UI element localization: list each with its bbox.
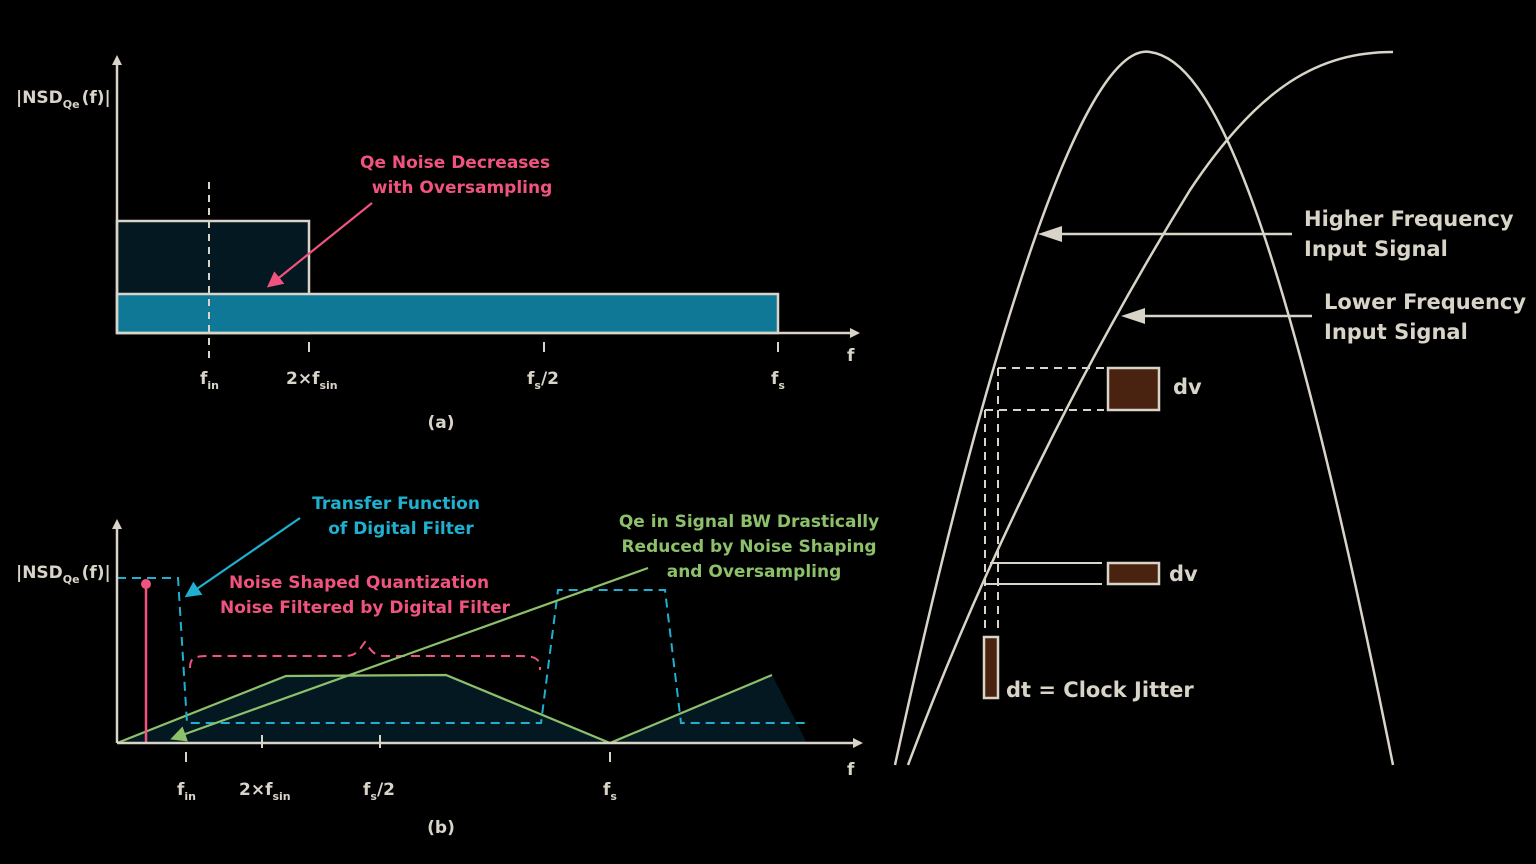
dv-label-bottom: dv bbox=[1169, 562, 1198, 586]
dv-label-top: dv bbox=[1173, 375, 1202, 399]
dv-box-low-frequency bbox=[1106, 561, 1161, 586]
lower-frequency-label: Lower Frequency Input Signal bbox=[1324, 290, 1533, 344]
tick-label-fs: fs bbox=[603, 780, 617, 803]
annotation-arrow-green bbox=[170, 566, 649, 742]
shaped-noise-region bbox=[117, 675, 807, 743]
panel-b: |NSDQe (f)| f fin 2×fsin fs/2 fs Transfer… bbox=[16, 494, 885, 838]
input-signal-tone-tip bbox=[141, 579, 151, 589]
higher-frequency-signal-curve bbox=[893, 50, 1395, 766]
x-axis-label-a: f bbox=[847, 346, 855, 366]
tick-label-fs-half: fs/2 bbox=[363, 780, 395, 803]
annotation-arrow-cyan bbox=[184, 517, 301, 598]
panel-a: |NSDQe (f)| f fin 2×fsin fs/2 fs Qe Noise… bbox=[16, 55, 860, 433]
tick-label-2fsin: 2×fsin bbox=[239, 780, 291, 803]
tick-label-fs-half: fs/2 bbox=[527, 369, 559, 392]
tick-label-fs: fs bbox=[771, 369, 785, 392]
jitter-diagram: dv dv dt = Clock Jitter Higher Frequency… bbox=[893, 50, 1533, 766]
dt-box-clock-jitter bbox=[982, 635, 1000, 700]
tick-label-fin: fin bbox=[200, 369, 219, 392]
annotation-qe-noise: Qe Noise Decreases with Oversampling bbox=[360, 153, 556, 198]
tick-label-2fsin: 2×fsin bbox=[286, 369, 338, 392]
annotation-arrow-a bbox=[266, 202, 373, 288]
lower-frequency-signal-curve bbox=[906, 50, 1394, 766]
oversampled-noise-rect-blue bbox=[115, 292, 780, 335]
y-axis-label-a: |NSDQe (f)| bbox=[16, 88, 111, 111]
dt-clock-jitter-label: dt = Clock Jitter bbox=[1006, 678, 1194, 702]
annotation-noise-shaped: Noise Shaped Quantization Noise Filtered… bbox=[220, 573, 511, 618]
y-axis-label-b: |NSDQe (f)| bbox=[16, 563, 111, 586]
noise-shaping-curve bbox=[116, 673, 773, 745]
higher-frequency-label: Higher Frequency Input Signal bbox=[1304, 207, 1521, 261]
dv-box-high-frequency bbox=[1106, 366, 1161, 412]
annotation-transfer-function: Transfer Function of Digital Filter bbox=[312, 494, 486, 539]
x-axis-label-b: f bbox=[847, 760, 855, 780]
caption-a: (a) bbox=[427, 413, 454, 433]
caption-b: (b) bbox=[427, 818, 455, 838]
filtered-noise-brace bbox=[189, 640, 541, 671]
tick-label-fin: fin bbox=[177, 780, 196, 803]
annotation-qe-signal-bw: Qe in Signal BW Drastically Reduced by N… bbox=[619, 512, 885, 582]
